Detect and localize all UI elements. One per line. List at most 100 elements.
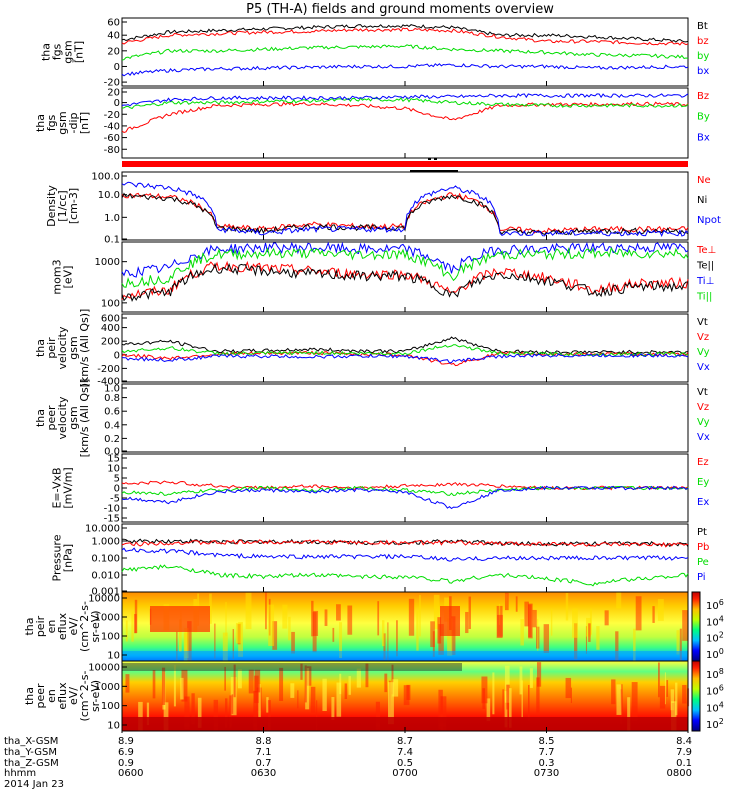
y-tick-label: 600 [101,314,120,325]
series-line-vx [121,352,689,364]
spectrogram-streak [521,680,523,718]
ephemeris-y-value: 7.4 [397,747,413,758]
series-line-bx [121,63,689,77]
y-axis-label-line: tha [34,339,47,357]
spectrogram-streak [383,633,386,660]
spectrogram-streak [657,599,664,621]
y-tick-label: 10 [107,464,120,475]
y-axis-label-line: tha [34,114,47,132]
spectrogram-streak [310,686,316,714]
spectrogram-streak [231,694,234,714]
y-axis-label-line: velocity [56,326,69,369]
ephemeris-y-value: 7.1 [256,747,272,758]
legend-vx: Vx [697,362,710,373]
legend-ni: Ni [697,195,707,206]
y-tick-label: 1000 [95,613,120,624]
y-tick-label: 1.000 [91,537,120,548]
spectrogram-streak [504,665,510,703]
y-axis-label-line: [km/s (All Qs)] [78,379,91,458]
y-axis-label-line: [nT] [73,41,86,63]
legend-ti||: Ti|| [696,292,712,303]
y-tick-label: 100.0 [91,172,120,183]
legend-vx: Vx [697,432,710,443]
spectrogram-streak [311,600,314,637]
y-axis-label-line: sr-eV) [89,610,102,642]
legend-te⊥: Te⊥ [696,245,716,256]
spectrogram-streak [440,696,447,731]
legend-vz: Vz [697,402,709,413]
spectrogram-streak [184,696,190,730]
ephemeris-z-value: 0.9 [118,758,134,769]
spectrogram-streak [365,663,369,688]
spectrogram-streak [679,628,682,661]
spectrogram-streak [670,689,675,711]
spectrogram-streak [375,701,380,730]
spectrogram-streak [324,609,328,626]
legend-pe: Pe [697,557,709,568]
y-tick-label: -80 [104,145,120,156]
ephemeris-z-value: 0.1 [676,758,692,769]
y-tick-label: 1000 [95,257,120,268]
series-line-ex [121,485,689,510]
y-axis-label-line: fgs [45,114,58,131]
colorbar-tick-label: 106 [706,684,724,698]
y-axis-label-line: peer [45,405,58,431]
panel-ion_spectrogram: 106 104 102 100 10000 1000 100 10 thapeireneflux… [23,591,724,662]
spectrogram-streak [187,621,192,661]
panel-pressure: 10.000 1.000 0.100 0.010 0.001 Pressure[nPa] P… [51,523,709,598]
legend-by: By [697,112,710,123]
ephemeris-x-value: 8.5 [539,736,555,747]
y-axis-label-line: [nT] [78,112,91,134]
colorbar-tick-label: 106 [706,598,724,612]
spectrogram-streak [465,611,469,634]
y-axis-label-line: gsm [62,40,75,63]
spectrogram-streak [565,592,569,621]
y-axis-label-line: velocity [56,396,69,439]
spectrogram-streak [332,627,335,642]
spectrogram-streak [528,684,530,721]
spectrogram-streak [635,596,642,631]
legend-vy: Vy [697,417,710,428]
spectrogram-streak [344,683,348,700]
legend-vt: Vt [697,317,708,328]
y-axis-label-line: [cm-3] [67,188,80,224]
ephemeris-y-value: 7.7 [539,747,555,758]
legend-ey: Ey [697,477,709,488]
spectrogram-streak [313,610,319,636]
y-tick-label: 1.0 [104,384,120,395]
series-line-by [121,97,689,110]
series-line-bx [121,93,689,107]
panel-density: 100.0 10.0 1.0 0.1 Density[1/cc][cm-3] Ne Ni Np… [45,171,721,246]
spectrogram-streak [536,662,542,687]
series-line-vt [121,336,689,355]
y-axis-label-line: [1/cc] [56,190,69,221]
spectrogram-streak [209,593,212,624]
spectrogram-streak [438,624,444,655]
spectrogram-streak [214,623,216,659]
colorbar [691,660,701,732]
spectrogram-streak [604,610,609,626]
spectrogram-streak [497,614,503,637]
spectrogram-streak [152,670,156,699]
y-axis-label-line: eflux [56,682,69,710]
legend-pi: Pi [697,572,706,583]
y-tick-label: -20 [104,78,120,89]
y-tick-label: 100 [101,701,120,712]
x-tick-label-time: 0600 [118,768,143,779]
y-axis-label-line: (cm^2-s- [78,671,91,722]
spectrogram-streak [331,697,335,720]
spectrogram-streak [433,594,440,630]
legend-pb: Pb [697,542,709,553]
spectrogram-streak [180,677,184,700]
spectrogram-streak [504,592,509,611]
ephemeris-z-value: 0.3 [539,758,555,769]
spectrogram-streak [506,684,510,710]
spectrogram-streak [588,623,591,642]
spectrogram-streak [570,687,572,704]
series-line-pb [121,539,689,548]
legend-npot: Npot [697,215,721,226]
spectrogram-streak [254,675,259,704]
spectrogram-streak [447,618,453,656]
spectrogram-streak [322,678,327,712]
